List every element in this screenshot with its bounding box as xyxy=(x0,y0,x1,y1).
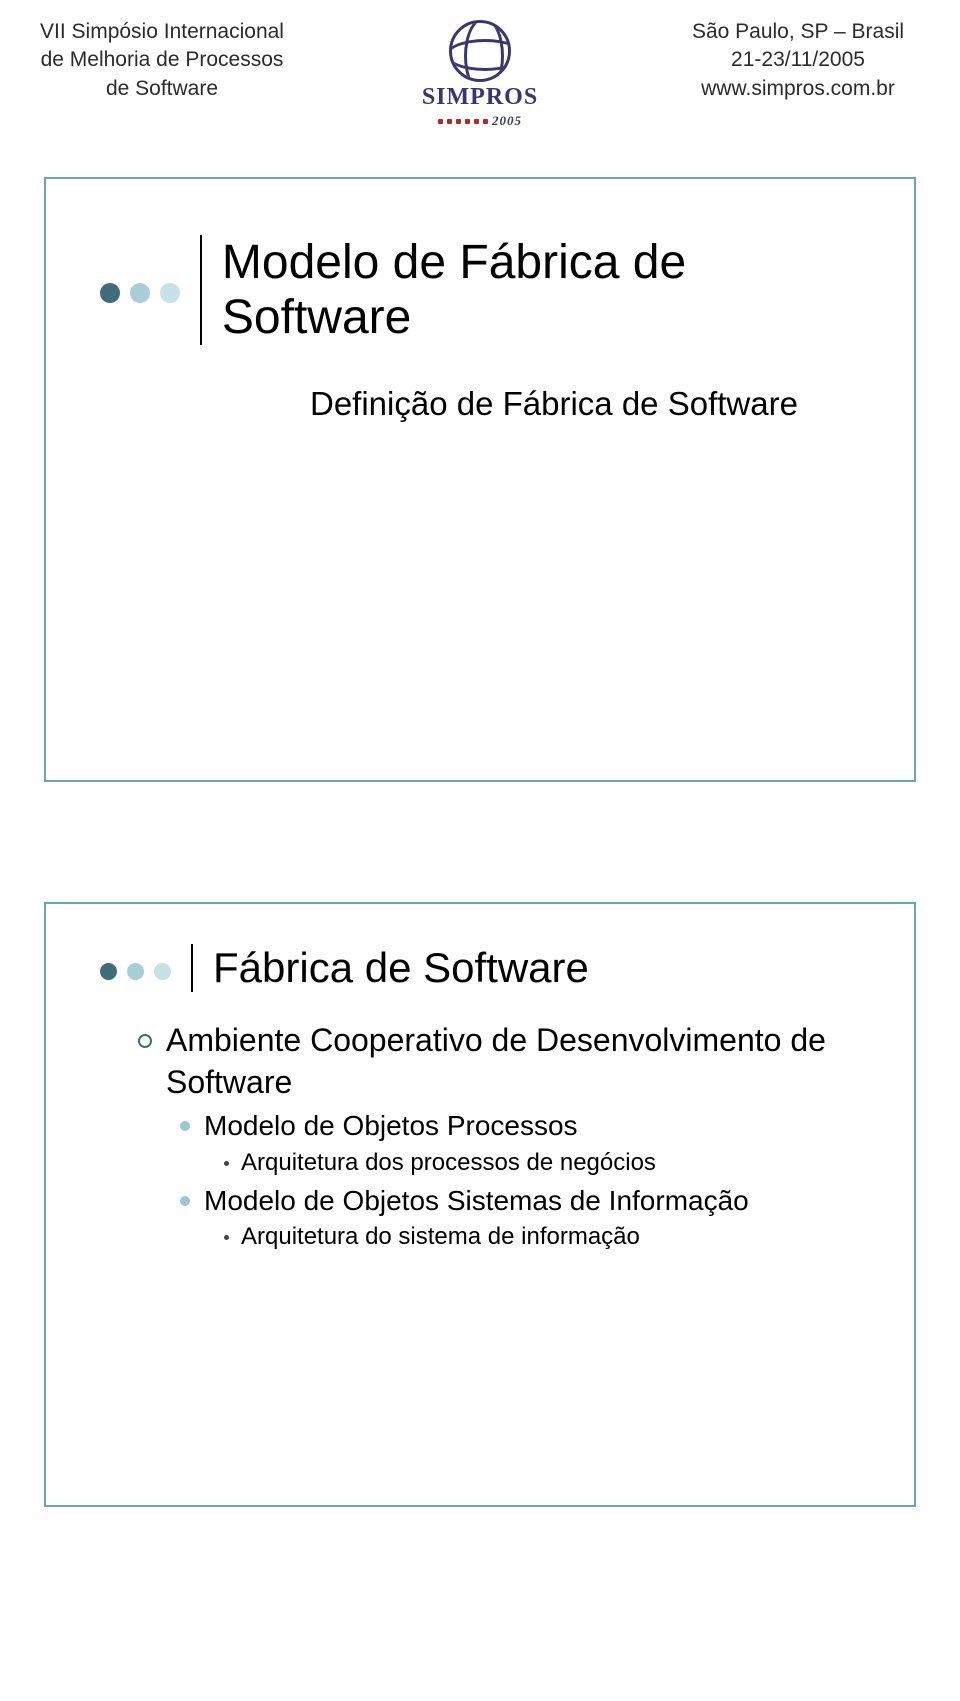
title-divider xyxy=(191,944,193,992)
list-item: Arquitetura dos processos de negócios xyxy=(224,1147,860,1179)
bullet-circle-filled-icon xyxy=(180,1196,190,1206)
list-item: Modelo de Objetos Processos xyxy=(180,1107,860,1145)
header-right-line1: São Paulo, SP – Brasil xyxy=(648,18,948,46)
list-item-text: Arquitetura do sistema de informação xyxy=(241,1221,640,1253)
logo-year: 2005 xyxy=(492,113,522,129)
bullet-circle-filled-icon xyxy=(180,1121,190,1131)
slide1-title-row: Modelo de Fábrica de Software xyxy=(100,235,860,345)
page: VII Simpósio Internacional de Melhoria d… xyxy=(0,0,960,1667)
header-left-line1: VII Simpósio Internacional xyxy=(12,18,312,46)
page-header: VII Simpósio Internacional de Melhoria d… xyxy=(8,18,952,137)
slide1-subtitle: Definição de Fábrica de Software xyxy=(310,385,860,423)
title-dot xyxy=(100,283,120,303)
title-dots-icon xyxy=(100,957,171,980)
list-item: Arquitetura do sistema de informação xyxy=(224,1221,860,1253)
list-item-text: Modelo de Objetos Processos xyxy=(204,1107,578,1145)
header-left-line2: de Melhoria de Processos xyxy=(12,46,312,74)
slide2-title-row: Fábrica de Software xyxy=(100,944,860,992)
title-dots-icon xyxy=(100,277,180,303)
logo-subline: 2005 xyxy=(438,113,522,129)
list-item-text: Arquitetura dos processos de negócios xyxy=(241,1147,656,1179)
list-item-text: Ambiente Cooperativo de Desenvolvimento … xyxy=(166,1020,860,1103)
slide-2: Fábrica de Software Ambiente Cooperativo… xyxy=(44,902,916,1507)
header-left: VII Simpósio Internacional de Melhoria d… xyxy=(12,18,312,103)
header-logo: SIMPROS 2005 xyxy=(380,18,580,129)
slide-1: Modelo de Fábrica de Software Definição … xyxy=(44,177,916,782)
header-right: São Paulo, SP – Brasil 21-23/11/2005 www… xyxy=(648,18,948,103)
header-left-line3: de Software xyxy=(12,75,312,103)
list-item-text: Modelo de Objetos Sistemas de Informação xyxy=(204,1182,749,1220)
list-item: Ambiente Cooperativo de Desenvolvimento … xyxy=(138,1020,860,1103)
bullet-dot-icon xyxy=(224,1161,229,1166)
slide2-title: Fábrica de Software xyxy=(213,944,589,992)
header-right-line2: 21-23/11/2005 xyxy=(648,46,948,74)
title-dot xyxy=(160,283,180,303)
list-item: Modelo de Objetos Sistemas de Informação xyxy=(180,1182,860,1220)
title-dot xyxy=(154,963,171,980)
logo-dots-icon xyxy=(438,119,488,124)
title-dot xyxy=(127,963,144,980)
title-divider xyxy=(200,235,202,345)
bullet-dot-icon xyxy=(224,1235,229,1240)
logo-globe-icon xyxy=(449,20,511,82)
slide2-content: Ambiente Cooperativo de Desenvolvimento … xyxy=(138,1020,860,1254)
title-dot xyxy=(100,963,117,980)
bullet-circle-open-icon xyxy=(138,1034,152,1048)
header-right-line3: www.simpros.com.br xyxy=(648,75,948,103)
logo-word: SIMPROS xyxy=(422,84,538,111)
title-dot xyxy=(130,283,150,303)
slide1-title: Modelo de Fábrica de Software xyxy=(222,235,860,345)
